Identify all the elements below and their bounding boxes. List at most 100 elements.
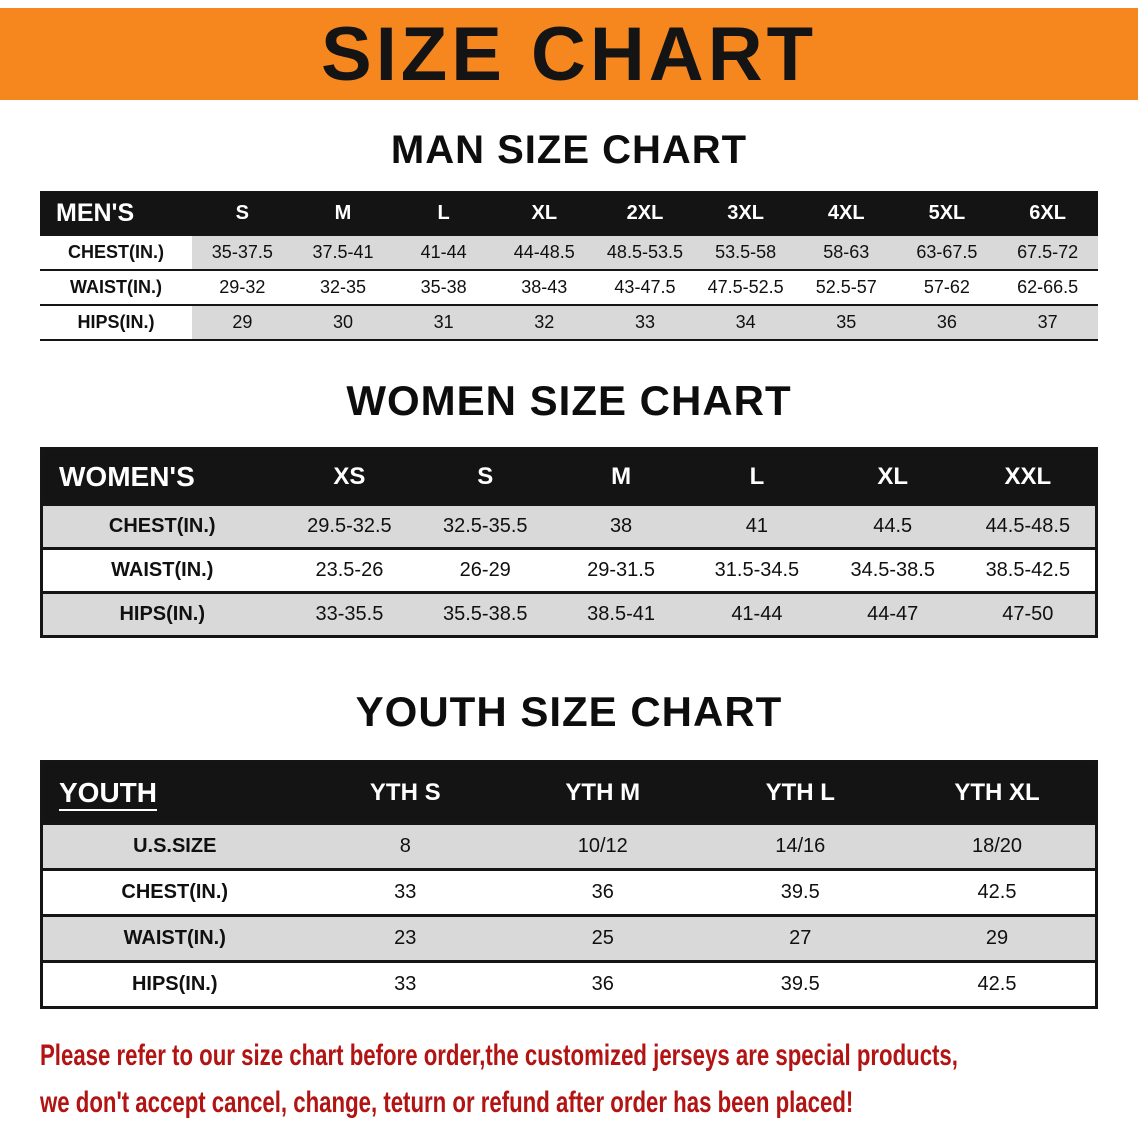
value-cell: 31.5-34.5 xyxy=(688,548,825,593)
table-row: HIPS(IN.) 33-35.5 35.5-38.5 38.5-41 41-44 44-… xyxy=(41,592,1097,637)
youth-chart-heading: YOUTH SIZE CHART xyxy=(355,688,783,735)
value-cell: 48.5-53.5 xyxy=(594,235,696,270)
value-cell: 25 xyxy=(504,915,702,962)
value-cell: 35 xyxy=(795,305,897,340)
row-label-cell: WAIST(IN.) xyxy=(41,915,307,962)
value-cell: 32 xyxy=(493,305,595,340)
value-cell: 63-67.5 xyxy=(896,235,998,270)
size-header-cell: YTH L xyxy=(765,778,835,806)
value-cell: 57-62 xyxy=(896,270,998,305)
table-row: WAIST(IN.) 23.5-26 26-29 29-31.5 31.5-34.5 34… xyxy=(41,548,1097,593)
value-cell: 58-63 xyxy=(795,235,897,270)
value-cell: 23 xyxy=(306,915,504,962)
size-header-cell: S xyxy=(477,462,494,490)
table-row: CHEST(IN.) 33 36 39.5 42.5 xyxy=(41,869,1097,916)
size-header-cell: 6XL xyxy=(1029,202,1066,224)
value-cell: 38 xyxy=(553,504,689,549)
size-header-cell: XL xyxy=(877,462,909,490)
value-cell: 29.5-32.5 xyxy=(281,504,418,549)
value-cell: 14/16 xyxy=(701,823,899,870)
value-cell: 38.5-42.5 xyxy=(960,548,1097,593)
value-cell: 10/12 xyxy=(504,823,702,870)
size-header-cell: YTH M xyxy=(565,778,641,806)
size-header-cell: 3XL xyxy=(727,202,764,224)
value-cell: 47.5-52.5 xyxy=(695,270,796,305)
value-cell: 33 xyxy=(306,961,504,1008)
size-header-cell: XS xyxy=(333,462,366,490)
table-row: CHEST(IN.) 35-37.5 37.5-41 41-44 44-48.5 48.5… xyxy=(40,235,1098,270)
size-header-cell: S xyxy=(235,202,249,224)
table-title-cell: MEN'S xyxy=(56,199,135,227)
size-header-cell: L xyxy=(749,462,765,490)
value-cell: 39.5 xyxy=(701,961,899,1008)
size-header-cell: 5XL xyxy=(928,202,966,224)
value-cell: 33 xyxy=(594,305,696,340)
value-cell: 44-47 xyxy=(824,592,961,637)
value-cell: 44.5 xyxy=(824,504,961,549)
row-label-cell: CHEST(IN.) xyxy=(41,869,307,916)
men-size-chart-section: MAN SIZE CHART MEN'S S M L XL 2XL 3XL 4XL 5XL 6XL… xyxy=(0,128,1138,341)
value-cell: 42.5 xyxy=(899,869,1097,916)
value-cell: 29 xyxy=(899,915,1097,962)
value-cell: 34 xyxy=(695,305,796,340)
value-cell: 41-44 xyxy=(688,592,825,637)
value-cell: 43-47.5 xyxy=(594,270,696,305)
table-row: WAIST(IN.) 23 25 27 29 xyxy=(41,915,1097,962)
value-cell: 53.5-58 xyxy=(695,235,796,270)
table-row: CHEST(IN.) 29.5-32.5 32.5-35.5 38 41 44.5 44.5… xyxy=(41,504,1097,549)
value-cell: 67.5-72 xyxy=(997,235,1098,270)
table-row: U.S.SIZE 8 10/12 14/16 18/20 xyxy=(41,823,1097,870)
size-header-cell: L xyxy=(437,202,450,224)
banner: SIZE CHART xyxy=(0,8,1138,100)
value-cell: 36 xyxy=(896,305,998,340)
value-cell: 29-31.5 xyxy=(553,548,689,593)
size-header-cell: YTH S xyxy=(369,778,441,806)
value-cell: 37.5-41 xyxy=(292,235,394,270)
value-cell: 37 xyxy=(997,305,1098,340)
table-header-row: WOMEN'S XS S M L XL XXL xyxy=(41,448,1097,505)
value-cell: 18/20 xyxy=(899,823,1097,870)
value-cell: 36 xyxy=(504,869,702,916)
value-cell: 8 xyxy=(306,823,504,870)
row-label-cell: HIPS(IN.) xyxy=(41,961,307,1008)
women-size-table: WOMEN'S XS S M L XL XXL CHEST(IN.) 29.5-32.5 32.5… xyxy=(40,447,1098,638)
women-chart-heading: WOMEN SIZE CHART xyxy=(346,377,792,424)
value-cell: 29 xyxy=(192,305,293,340)
youth-size-chart-section: YOUTH SIZE CHART YOUTH YTH S YTH M YTH L YTH… xyxy=(0,688,1138,1009)
row-label-cell: CHEST(IN.) xyxy=(41,504,282,549)
value-cell: 29-32 xyxy=(192,270,293,305)
page-title: SIZE CHART xyxy=(321,11,817,97)
row-label-cell: HIPS(IN.) xyxy=(41,592,282,637)
size-header-cell: 2XL xyxy=(626,202,664,224)
value-cell: 62-66.5 xyxy=(997,270,1098,305)
youth-size-table: YOUTH YTH S YTH M YTH L YTH XL U.S.SIZE 8 10/12… xyxy=(40,760,1098,1009)
disclaimer-line-2: we don't accept cancel, change, teturn o… xyxy=(40,1086,854,1120)
size-header-cell: XL xyxy=(531,202,558,224)
row-label-cell: U.S.SIZE xyxy=(41,823,307,870)
table-row: WAIST(IN.) 29-32 32-35 35-38 38-43 43-47.5 47.… xyxy=(40,270,1098,305)
value-cell: 32-35 xyxy=(292,270,394,305)
men-size-table: MEN'S S M L XL 2XL 3XL 4XL 5XL 6XL CHEST(IN.) 35-37… xyxy=(40,191,1098,341)
table-row: HIPS(IN.) 33 36 39.5 42.5 xyxy=(41,961,1097,1008)
size-header-cell: M xyxy=(611,462,632,490)
value-cell: 33-35.5 xyxy=(281,592,418,637)
value-cell: 31 xyxy=(393,305,494,340)
men-chart-heading: MAN SIZE CHART xyxy=(390,128,748,172)
row-label-cell: HIPS(IN.) xyxy=(40,305,192,340)
row-label-cell: WAIST(IN.) xyxy=(40,270,192,305)
value-cell: 42.5 xyxy=(899,961,1097,1008)
table-title-cell: YOUTH xyxy=(59,776,157,808)
value-cell: 26-29 xyxy=(417,548,554,593)
value-cell: 34.5-38.5 xyxy=(824,548,961,593)
table-header-row: YOUTH YTH S YTH M YTH L YTH XL xyxy=(41,761,1097,824)
value-cell: 35.5-38.5 xyxy=(417,592,554,637)
size-header-cell: M xyxy=(334,202,352,224)
row-label-cell: WAIST(IN.) xyxy=(41,548,282,593)
value-cell: 41-44 xyxy=(393,235,494,270)
disclaimer: Please refer to our size chart before or… xyxy=(40,1035,1138,1124)
value-cell: 39.5 xyxy=(701,869,899,916)
table-header-row: MEN'S S M L XL 2XL 3XL 4XL 5XL 6XL xyxy=(40,192,1098,235)
value-cell: 30 xyxy=(292,305,394,340)
value-cell: 41 xyxy=(688,504,825,549)
value-cell: 38-43 xyxy=(493,270,595,305)
